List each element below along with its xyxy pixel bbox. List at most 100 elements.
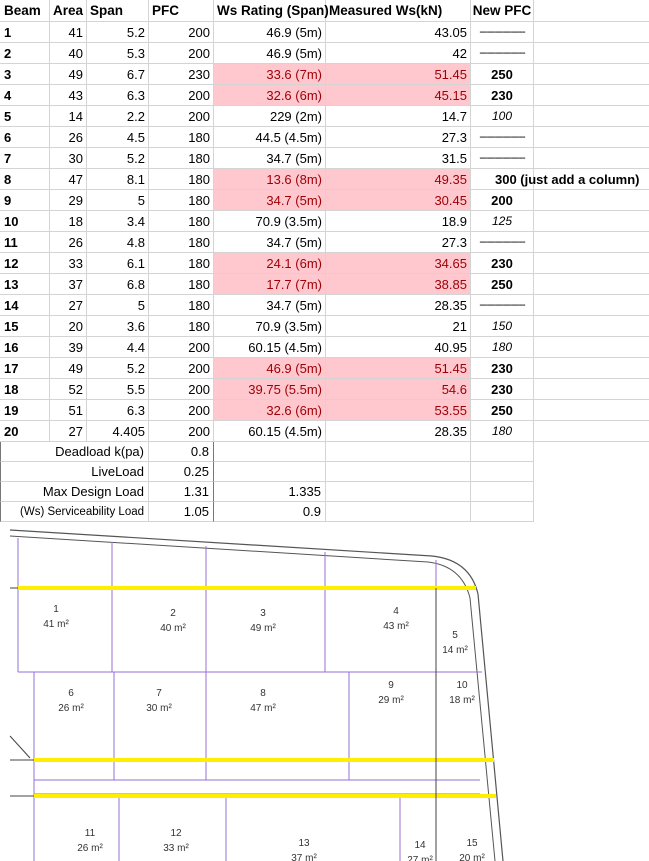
empty-cell[interactable] [534, 0, 649, 22]
new-pfc-cell[interactable]: 250 [471, 274, 534, 295]
ws-rating-cell[interactable]: 70.9 (3.5m) [214, 211, 326, 232]
empty-cell[interactable] [534, 127, 649, 148]
beam-cell[interactable]: 8 [0, 169, 50, 190]
measured-ws-cell[interactable]: 38.85 [326, 274, 471, 295]
empty-cell[interactable] [326, 462, 471, 482]
measured-ws-cell[interactable]: 53.55 [326, 400, 471, 421]
measured-ws-cell[interactable]: 54.6 [326, 379, 471, 400]
new-pfc-cell[interactable]: 230 [471, 85, 534, 106]
measured-ws-cell[interactable]: 49.35 [326, 169, 471, 190]
new-pfc-cell[interactable]: 200 [471, 190, 534, 211]
area-cell[interactable]: 18 [50, 211, 87, 232]
pfc-cell[interactable]: 180 [149, 127, 214, 148]
ws-rating-cell[interactable]: 32.6 (6m) [214, 85, 326, 106]
measured-ws-cell[interactable]: 34.65 [326, 253, 471, 274]
span-cell[interactable]: 5 [87, 190, 149, 211]
measured-ws-cell[interactable]: 30.45 [326, 190, 471, 211]
new-pfc-cell[interactable]: ----------------- [471, 127, 534, 148]
load-value[interactable]: 1.31 [149, 482, 214, 502]
ws-rating-cell[interactable]: 34.7 (5m) [214, 148, 326, 169]
area-cell[interactable]: 47 [50, 169, 87, 190]
beam-cell[interactable]: 1 [0, 22, 50, 43]
empty-cell[interactable] [534, 85, 649, 106]
pfc-cell[interactable]: 180 [149, 190, 214, 211]
measured-ws-cell[interactable]: 28.35 [326, 421, 471, 442]
ws-rating-cell[interactable]: 39.75 (5.5m) [214, 379, 326, 400]
measured-ws-cell[interactable]: 31.5 [326, 148, 471, 169]
beam-cell[interactable]: 16 [0, 337, 50, 358]
empty-cell[interactable] [326, 502, 471, 522]
pfc-cell[interactable]: 200 [149, 85, 214, 106]
ws-rating-cell[interactable]: 33.6 (7m) [214, 64, 326, 85]
header-new-pfc[interactable]: New PFC [471, 0, 534, 22]
pfc-cell[interactable]: 200 [149, 421, 214, 442]
new-pfc-cell[interactable]: 150 [471, 316, 534, 337]
span-cell[interactable]: 3.6 [87, 316, 149, 337]
area-cell[interactable]: 20 [50, 316, 87, 337]
ws-rating-cell[interactable]: 34.7 (5m) [214, 190, 326, 211]
area-cell[interactable]: 33 [50, 253, 87, 274]
span-cell[interactable]: 5.5 [87, 379, 149, 400]
beam-cell[interactable]: 13 [0, 274, 50, 295]
empty-cell[interactable] [534, 211, 649, 232]
beam-cell[interactable]: 2 [0, 43, 50, 64]
beam-cell[interactable]: 14 [0, 295, 50, 316]
ws-rating-cell[interactable]: 70.9 (3.5m) [214, 316, 326, 337]
span-cell[interactable]: 6.1 [87, 253, 149, 274]
area-cell[interactable]: 40 [50, 43, 87, 64]
header-beam[interactable]: Beam [0, 0, 50, 22]
load-label[interactable]: (Ws) Serviceability Load [0, 502, 149, 522]
measured-ws-cell[interactable]: 27.3 [326, 127, 471, 148]
pfc-cell[interactable]: 200 [149, 400, 214, 421]
pfc-cell[interactable]: 180 [149, 148, 214, 169]
measured-ws-cell[interactable]: 18.9 [326, 211, 471, 232]
ws-rating-cell[interactable]: 60.15 (4.5m) [214, 421, 326, 442]
beam-cell[interactable]: 10 [0, 211, 50, 232]
new-pfc-cell[interactable]: 180 [471, 337, 534, 358]
span-cell[interactable]: 6.3 [87, 400, 149, 421]
new-pfc-cell[interactable]: 250 [471, 400, 534, 421]
empty-cell[interactable] [326, 482, 471, 502]
area-cell[interactable]: 29 [50, 190, 87, 211]
ws-rating-cell[interactable]: 17.7 (7m) [214, 274, 326, 295]
pfc-cell[interactable]: 180 [149, 211, 214, 232]
span-cell[interactable]: 3.4 [87, 211, 149, 232]
empty-cell[interactable] [534, 232, 649, 253]
header-area[interactable]: Area [50, 0, 87, 22]
pfc-cell[interactable]: 200 [149, 22, 214, 43]
ws-rating-cell[interactable]: 229 (2m) [214, 106, 326, 127]
empty-cell[interactable] [534, 358, 649, 379]
measured-ws-cell[interactable]: 51.45 [326, 64, 471, 85]
empty-cell[interactable] [534, 421, 649, 442]
span-cell[interactable]: 6.3 [87, 85, 149, 106]
beam-cell[interactable]: 17 [0, 358, 50, 379]
pfc-cell[interactable]: 230 [149, 64, 214, 85]
empty-cell[interactable] [326, 442, 471, 462]
empty-cell[interactable] [534, 22, 649, 43]
new-pfc-cell[interactable]: 230 [471, 379, 534, 400]
empty-cell[interactable] [534, 337, 649, 358]
empty-cell[interactable] [534, 64, 649, 85]
area-cell[interactable]: 26 [50, 232, 87, 253]
area-cell[interactable]: 27 [50, 421, 87, 442]
load-comparison-value[interactable]: 0.9 [214, 502, 326, 522]
empty-cell[interactable] [471, 482, 534, 502]
measured-ws-cell[interactable]: 21 [326, 316, 471, 337]
ws-rating-cell[interactable]: 34.7 (5m) [214, 232, 326, 253]
span-cell[interactable]: 4.8 [87, 232, 149, 253]
pfc-cell[interactable]: 200 [149, 43, 214, 64]
header-span[interactable]: Span [87, 0, 149, 22]
span-cell[interactable]: 8.1 [87, 169, 149, 190]
load-comparison-value[interactable]: 1.335 [214, 482, 326, 502]
empty-cell[interactable] [471, 442, 534, 462]
new-pfc-cell[interactable]: 300 (just add a column) [471, 169, 639, 190]
beam-cell[interactable]: 12 [0, 253, 50, 274]
empty-cell[interactable] [534, 253, 649, 274]
area-cell[interactable]: 49 [50, 64, 87, 85]
pfc-cell[interactable]: 200 [149, 106, 214, 127]
ws-rating-cell[interactable]: 46.9 (5m) [214, 22, 326, 43]
beam-cell[interactable]: 4 [0, 85, 50, 106]
beam-cell[interactable]: 6 [0, 127, 50, 148]
beam-cell[interactable]: 5 [0, 106, 50, 127]
beam-cell[interactable]: 7 [0, 148, 50, 169]
